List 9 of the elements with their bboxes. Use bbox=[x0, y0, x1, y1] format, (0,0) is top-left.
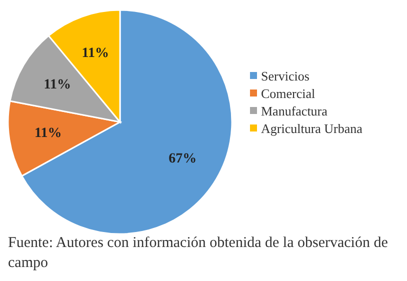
data-label: 67% bbox=[168, 152, 197, 167]
data-label: 11% bbox=[44, 77, 71, 92]
data-label: 11% bbox=[82, 46, 109, 62]
legend-label: Comercial bbox=[261, 86, 316, 101]
legend-label: Manufactura bbox=[261, 104, 328, 118]
legend-label: Agricultura Urbana bbox=[261, 121, 363, 136]
data-label: 11% bbox=[34, 126, 62, 141]
source-note: Fuente: Autores con información obtenida de la observación de campo bbox=[8, 235, 388, 271]
legend-label: Servicios bbox=[261, 68, 310, 84]
